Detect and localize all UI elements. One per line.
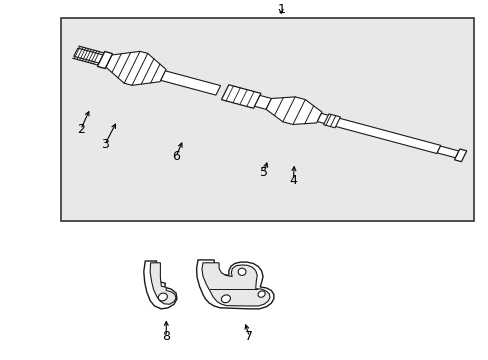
Polygon shape bbox=[265, 97, 322, 125]
Polygon shape bbox=[202, 263, 269, 306]
Polygon shape bbox=[436, 146, 458, 158]
Bar bbox=[61, 18, 473, 221]
Text: 3: 3 bbox=[101, 138, 109, 150]
Text: 1: 1 bbox=[277, 3, 285, 15]
Polygon shape bbox=[196, 260, 273, 309]
Ellipse shape bbox=[158, 293, 167, 301]
Text: 5: 5 bbox=[260, 166, 267, 179]
Ellipse shape bbox=[221, 295, 230, 303]
Polygon shape bbox=[254, 95, 271, 109]
Polygon shape bbox=[161, 71, 220, 95]
Polygon shape bbox=[150, 263, 176, 304]
Text: 2: 2 bbox=[77, 123, 84, 136]
Polygon shape bbox=[74, 48, 103, 63]
Text: 7: 7 bbox=[245, 330, 253, 343]
Ellipse shape bbox=[238, 268, 245, 275]
Polygon shape bbox=[317, 113, 440, 153]
Polygon shape bbox=[323, 114, 340, 128]
Text: 4: 4 bbox=[289, 174, 297, 186]
Polygon shape bbox=[453, 149, 466, 162]
Text: 8: 8 bbox=[162, 330, 170, 343]
Polygon shape bbox=[143, 261, 177, 309]
Polygon shape bbox=[97, 51, 112, 68]
Polygon shape bbox=[221, 85, 261, 108]
Polygon shape bbox=[106, 51, 166, 85]
Ellipse shape bbox=[258, 291, 264, 297]
Text: 6: 6 bbox=[172, 150, 180, 163]
